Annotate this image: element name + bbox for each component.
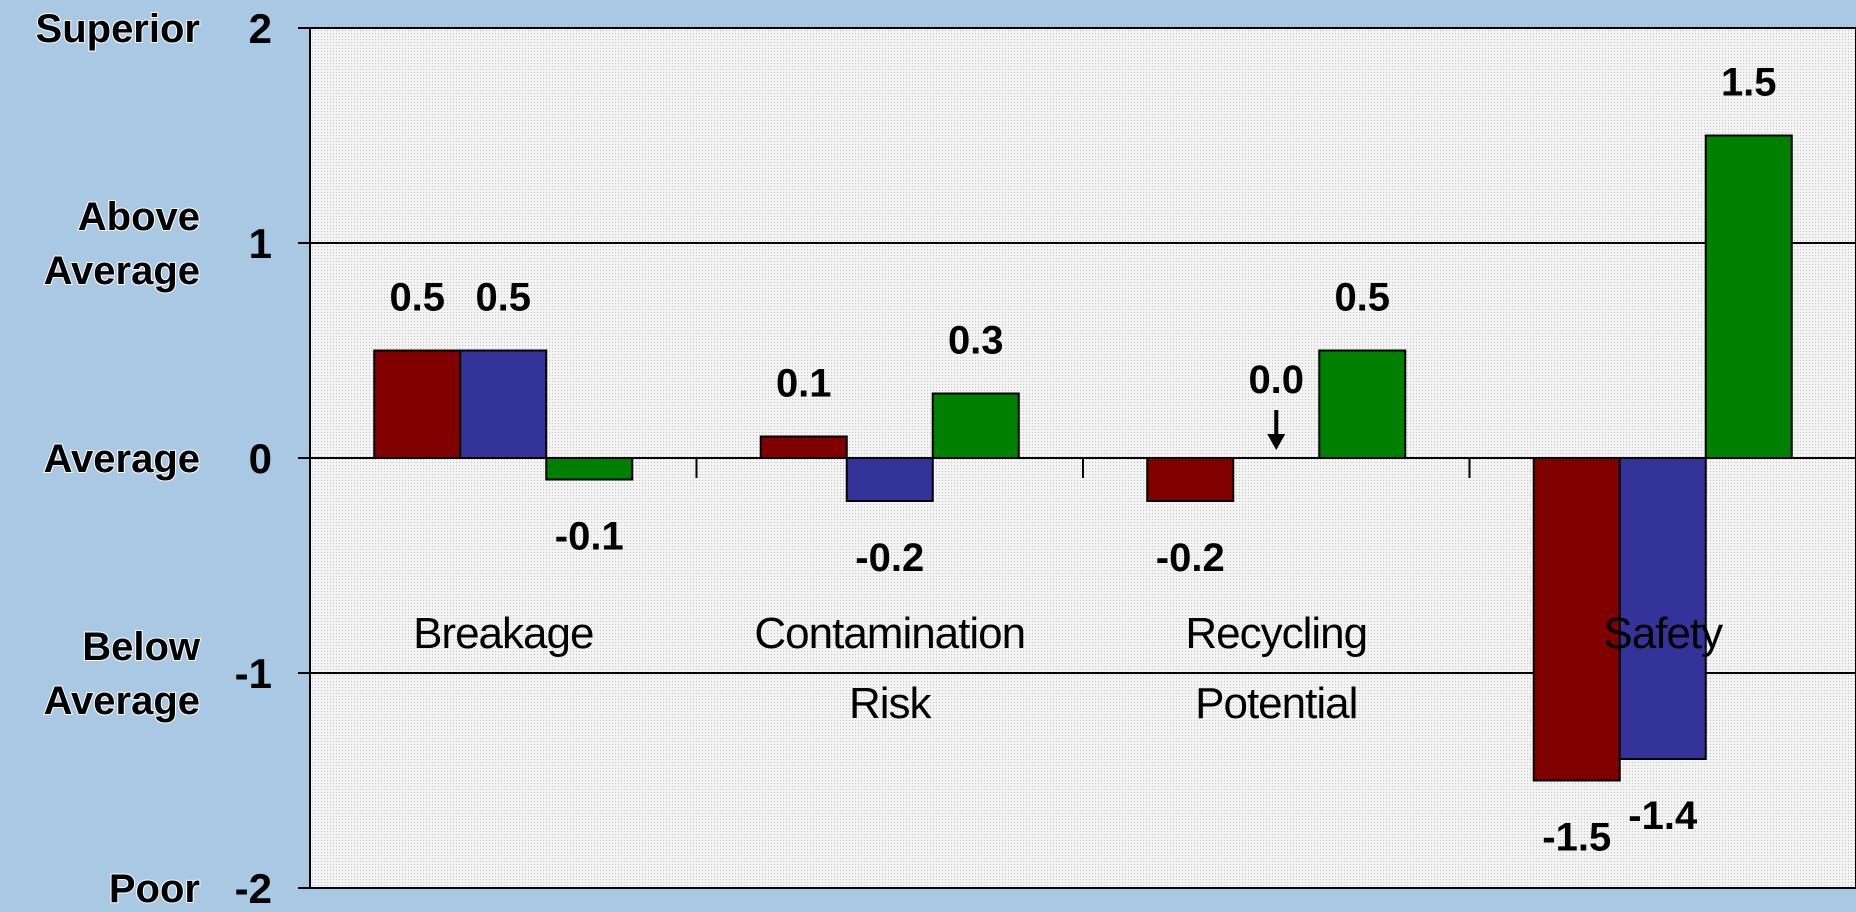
bar	[1704, 134, 1793, 459]
annotations	[1267, 410, 1286, 450]
y-qualitative-label: Below	[82, 625, 201, 669]
bar	[373, 349, 462, 459]
bar	[845, 457, 934, 502]
data-label: -0.2	[855, 536, 924, 580]
data-label: -1.4	[1628, 794, 1698, 838]
data-labels: 0.5 0.1 -0.2 -1.5 0.5 -0.2 0.0 -1.4 -0.1 0.3 0.5 1.…	[389, 61, 1776, 860]
y-qualitative-label: Poor	[109, 867, 200, 911]
data-label: 0.5	[389, 276, 445, 320]
arrow-annotation	[1267, 410, 1286, 450]
y-axis: 2 Superior 1 Above Average 0 Average -1 Below Ave…	[35, 5, 310, 912]
y-tick-label: 2	[249, 5, 272, 52]
bar	[931, 392, 1020, 459]
y-tick-label: -2	[235, 865, 272, 912]
category-label: Contamination	[754, 609, 1025, 658]
y-tick-label: -1	[235, 650, 272, 697]
category-labels: Breakage Contamination Risk Recycling Potent…	[413, 609, 1724, 728]
category-label: Safety	[1603, 609, 1723, 658]
category-label: Potential	[1195, 679, 1357, 728]
bar	[1146, 457, 1235, 502]
bar	[459, 349, 548, 459]
data-label: -1.5	[1542, 816, 1611, 860]
y-qualitative-label: Average	[44, 679, 200, 723]
bar	[759, 435, 848, 459]
y-qualitative-label: Average	[44, 249, 200, 293]
bar	[1532, 457, 1621, 782]
y-tick-label: 1	[249, 220, 272, 267]
bar	[1618, 457, 1707, 760]
data-label: 1.5	[1721, 61, 1777, 105]
data-label: -0.1	[555, 515, 624, 559]
y-qualitative-label: Above	[78, 195, 200, 239]
category-label: Recycling	[1185, 609, 1367, 658]
data-label: 0.0	[1248, 358, 1304, 402]
y-qualitative-label: Superior	[36, 7, 200, 51]
category-label: Breakage	[413, 609, 593, 658]
bar	[1318, 349, 1407, 459]
y-tick-label: 0	[249, 435, 272, 482]
data-label: 0.5	[1334, 276, 1390, 320]
category-label: Risk	[849, 679, 933, 728]
data-label: 0.1	[776, 362, 832, 406]
y-qualitative-label: Average	[44, 437, 200, 481]
data-label: 0.5	[475, 276, 531, 320]
data-label: 0.3	[948, 319, 1004, 363]
data-label: -0.2	[1156, 536, 1225, 580]
bar	[545, 457, 634, 481]
bars	[373, 134, 1793, 782]
